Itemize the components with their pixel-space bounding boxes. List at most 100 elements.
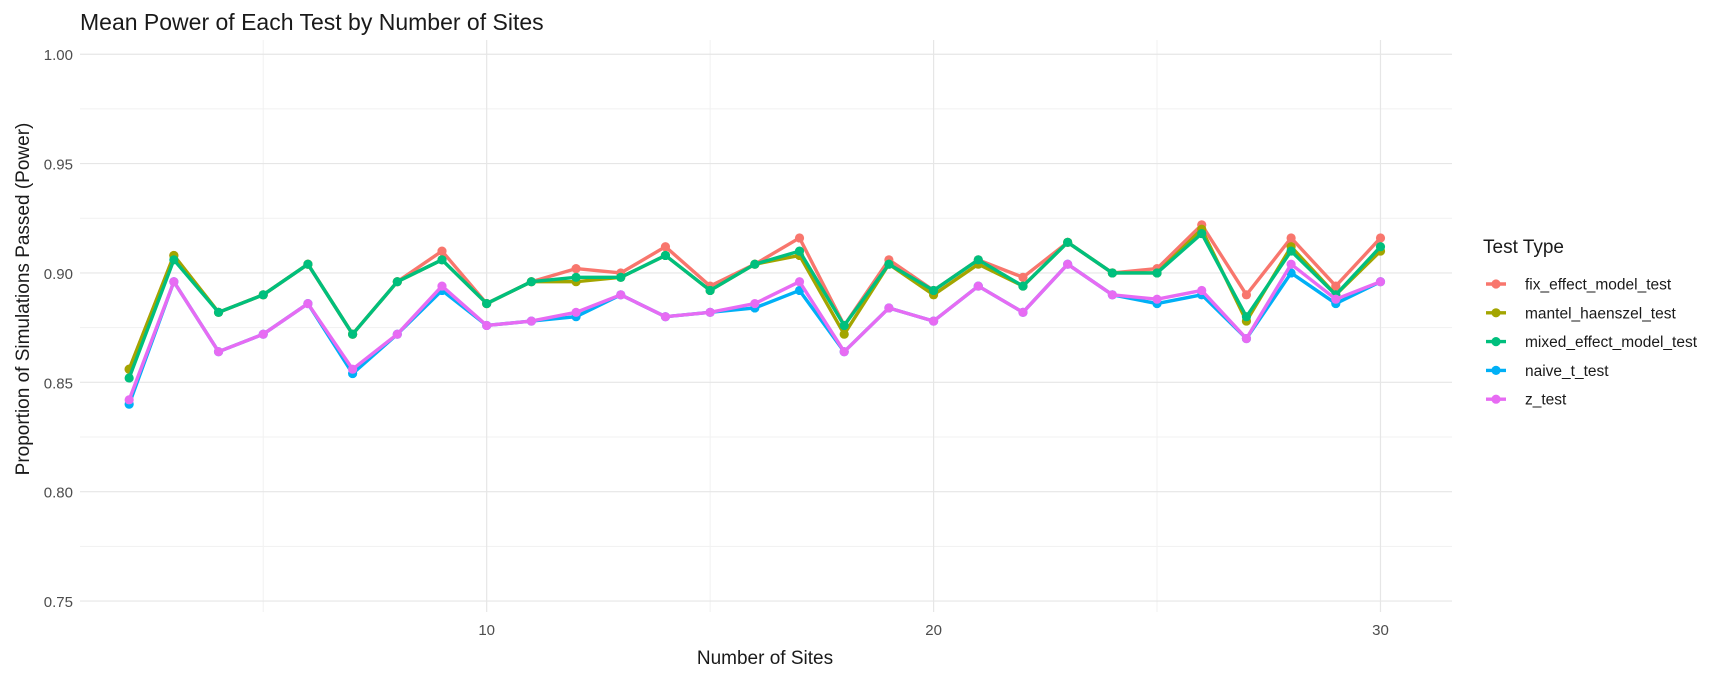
- data-point: [928, 316, 939, 326]
- legend-key-point: [1491, 308, 1501, 318]
- x-axis-ticks: 10 20 30: [478, 622, 1388, 639]
- y-tick-label: 0.95: [44, 157, 73, 174]
- data-point: [660, 242, 671, 252]
- data-point: [571, 272, 581, 282]
- data-point: [258, 290, 268, 300]
- data-point: [1018, 307, 1028, 317]
- data-point: [169, 277, 179, 287]
- data-point: [1063, 237, 1073, 247]
- y-tick-label: 0.75: [44, 594, 73, 611]
- data-point: [1197, 228, 1207, 239]
- data-point: [1331, 294, 1341, 304]
- data-point: [839, 347, 849, 357]
- data-point: [660, 250, 671, 261]
- data-point: [616, 272, 626, 282]
- data-point: [526, 277, 536, 287]
- data-point: [616, 290, 626, 300]
- x-tick-label: 20: [925, 622, 942, 639]
- data-point: [1018, 272, 1028, 282]
- series-z-test: [124, 259, 1386, 405]
- data-point: [1375, 277, 1386, 287]
- legend: Test Type fix_effect_model_test mantel_ha…: [1483, 237, 1698, 409]
- data-point: [348, 364, 358, 374]
- data-point: [1241, 312, 1252, 322]
- data-point: [1286, 259, 1296, 269]
- data-point: [1375, 242, 1386, 252]
- data-point: [482, 298, 492, 309]
- data-point: [839, 320, 849, 331]
- legend-title: Test Type: [1483, 237, 1564, 258]
- y-tick-label: 1.00: [44, 47, 73, 64]
- data-point: [1018, 281, 1028, 291]
- data-point: [213, 347, 224, 357]
- data-point: [1063, 259, 1073, 269]
- y-tick-label: 0.90: [44, 266, 73, 283]
- data-point: [1375, 233, 1386, 243]
- data-point: [1241, 333, 1252, 344]
- data-point: [1107, 290, 1117, 300]
- data-point: [303, 298, 313, 309]
- data-point: [750, 259, 760, 269]
- y-axis-ticks: 0.75 0.80 0.85 0.90 0.95 1.00: [44, 47, 73, 611]
- data-point: [973, 281, 983, 291]
- legend-label: mixed_effect_model_test: [1525, 334, 1698, 351]
- data-point: [794, 277, 805, 287]
- y-tick-label: 0.85: [44, 375, 73, 392]
- data-point: [437, 281, 447, 291]
- data-point: [303, 259, 313, 269]
- y-axis-label: Proportion of Simulations Passed (Power): [13, 123, 34, 476]
- grid: [80, 40, 1452, 612]
- series-naive-t-test: [124, 259, 1386, 409]
- data-point: [884, 303, 894, 313]
- legend-items: fix_effect_model_test mantel_haenszel_tes…: [1486, 277, 1698, 409]
- data-point: [437, 246, 447, 256]
- legend-item: mixed_effect_model_test: [1486, 334, 1698, 351]
- y-tick-label: 0.80: [44, 485, 73, 502]
- data-point: [124, 395, 134, 405]
- data-point: [1152, 294, 1162, 304]
- data-point: [482, 320, 492, 331]
- data-point: [794, 246, 805, 256]
- legend-key-point: [1491, 337, 1501, 347]
- series-line: [127, 262, 1383, 402]
- data-point: [258, 329, 268, 339]
- legend-label: naive_t_test: [1525, 363, 1609, 380]
- legend-label: z_test: [1525, 392, 1567, 409]
- legend-key-point: [1491, 394, 1501, 404]
- data-point: [1286, 233, 1296, 243]
- legend-item: fix_effect_model_test: [1486, 277, 1672, 294]
- data-point: [213, 307, 224, 317]
- legend-label: mantel_haenszel_test: [1525, 305, 1676, 322]
- data-point: [1331, 281, 1341, 291]
- data-point: [1286, 246, 1296, 256]
- series-mixed-effect-model-test: [124, 228, 1386, 383]
- data-point: [884, 259, 894, 269]
- legend-key-point: [1491, 365, 1501, 375]
- legend-item: mantel_haenszel_test: [1486, 305, 1676, 322]
- series-layer: [124, 220, 1386, 409]
- data-point: [437, 255, 447, 265]
- data-point: [1197, 285, 1207, 296]
- legend-item: z_test: [1486, 392, 1567, 409]
- data-point: [169, 255, 179, 265]
- legend-label: fix_effect_model_test: [1525, 277, 1672, 294]
- legend-item: naive_t_test: [1486, 363, 1609, 380]
- x-tick-label: 30: [1372, 622, 1389, 639]
- data-point: [571, 307, 581, 317]
- data-point: [1241, 290, 1252, 300]
- data-point: [928, 285, 939, 296]
- data-point: [124, 373, 134, 383]
- data-point: [973, 255, 983, 265]
- data-point: [392, 277, 402, 287]
- data-point: [660, 312, 671, 322]
- x-axis-label: Number of Sites: [697, 648, 833, 669]
- data-point: [705, 285, 715, 296]
- data-point: [839, 329, 849, 339]
- data-point: [392, 329, 402, 339]
- data-point: [1152, 268, 1162, 278]
- legend-key-point: [1491, 279, 1501, 289]
- series-line: [127, 262, 1383, 406]
- data-point: [348, 329, 358, 339]
- data-point: [794, 233, 805, 243]
